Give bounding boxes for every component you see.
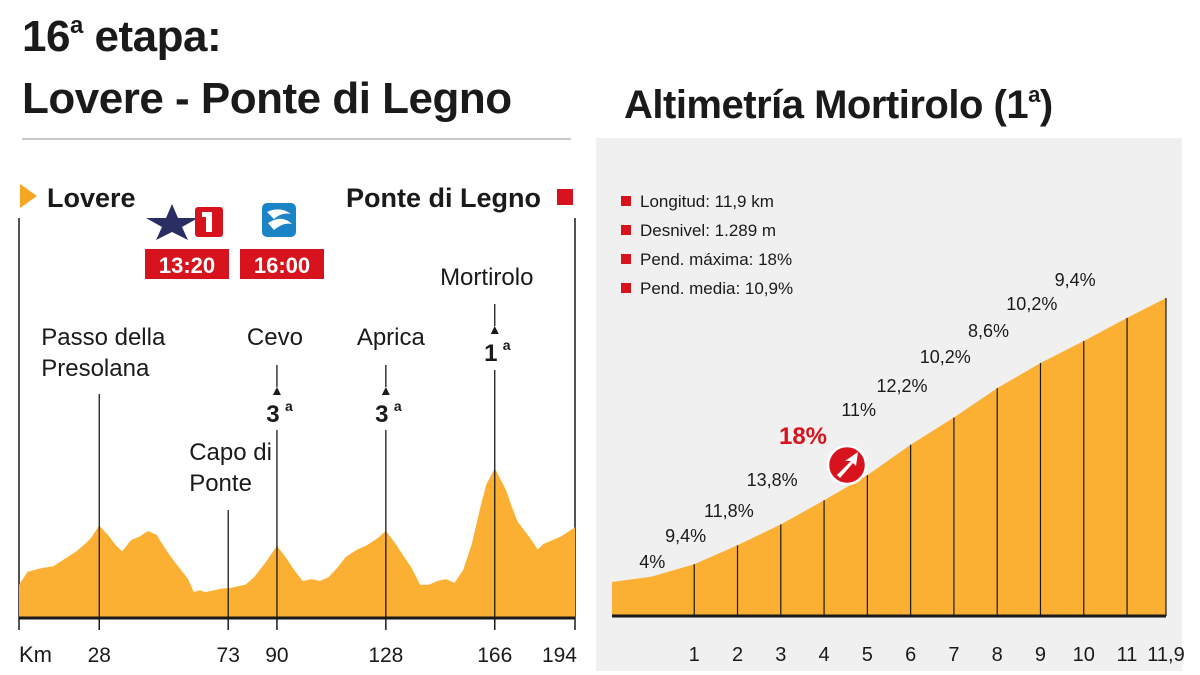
pass-name-label: Aprica (357, 324, 426, 351)
gradient-label: 4% (639, 552, 665, 572)
x-tick-label: 11 (1117, 644, 1138, 666)
stat-label: Desnivel: 1.289 m (640, 221, 776, 240)
stage-route-title: Lovere - Ponte di Legno (22, 74, 512, 123)
x-tick-label: 5 (862, 644, 873, 666)
start-marker-icon (20, 184, 37, 208)
category-sup-label: a (285, 398, 293, 414)
category-label: 3 (375, 401, 388, 428)
teledeporte-time: 16:00 (254, 253, 310, 278)
pass-name-label: Capo di (189, 439, 272, 466)
x-tick-label: 128 (368, 644, 403, 667)
x-tick-label: 2 (732, 644, 743, 666)
x-tick-label: 194 (542, 644, 577, 667)
category-sup-label: a (394, 398, 402, 414)
stat-label: Longitud: 11,9 km (640, 192, 774, 211)
gradient-label: 13,8% (747, 470, 798, 490)
gradient-label: 11% (841, 400, 876, 420)
x-tick-label: 73 (217, 644, 240, 667)
category-label: 3 (266, 401, 279, 428)
stat-label: Pend. máxima: 18% (640, 250, 792, 269)
gradient-label: 9,4% (665, 526, 706, 546)
pass-name-label: Passo della (41, 324, 166, 351)
category-label: 1 (484, 340, 497, 367)
x-tick-label: 7 (948, 644, 959, 666)
x-tick-label: 3 (775, 644, 786, 666)
gradient-label: 10,2% (920, 347, 971, 367)
x-tick-label: 1 (689, 644, 700, 666)
title-divider (22, 138, 571, 140)
category-sup-label: a (503, 337, 511, 353)
stat-label: Pend. media: 10,9% (640, 279, 793, 298)
stage-x-axis-unit: Km (19, 642, 52, 667)
pass-name-label: Presolana (41, 355, 150, 382)
stat-bullet-icon (621, 225, 631, 235)
x-tick-label: 4 (819, 644, 830, 666)
teledeporte-logo-icon (262, 203, 296, 237)
x-tick-label: 90 (265, 644, 288, 667)
x-tick-label: 10 (1073, 644, 1095, 666)
x-tick-label: 166 (477, 644, 512, 667)
gradient-label: 9,4% (1055, 270, 1096, 290)
max-gradient-label: 18% (779, 423, 827, 450)
tve-la1-logo-icon (146, 204, 223, 240)
climb-title: Altimetría Mortirolo (1a) (624, 82, 1053, 127)
la1-time: 13:20 (159, 253, 215, 278)
climb-profile-area (612, 298, 1166, 616)
finish-label: Ponte di Legno (346, 183, 541, 213)
teledeporte-time-badge (240, 249, 324, 279)
pass-name-label: Mortirolo (440, 264, 533, 291)
stat-bullet-icon (621, 254, 631, 264)
gradient-label: 10,2% (1006, 294, 1057, 314)
max-gradient-arrow-icon (826, 444, 868, 486)
x-tick-label: 28 (88, 644, 111, 667)
gradient-label: 12,2% (876, 376, 927, 396)
pass-name-label: Cevo (247, 324, 303, 351)
stage-profile-chart: Lovere Ponte di Legno 13:20 16:00 Passo … (18, 183, 577, 667)
summit-triangle-icon (381, 387, 390, 395)
stat-bullet-icon (621, 196, 631, 206)
la1-time-badge (145, 249, 229, 279)
finish-marker-icon (557, 189, 573, 205)
summit-triangle-icon (272, 387, 281, 395)
gradient-label: 8,6% (968, 321, 1009, 341)
x-tick-label: 8 (992, 644, 1003, 666)
stat-bullet-icon (621, 283, 631, 293)
start-label: Lovere (47, 183, 136, 213)
x-tick-label: 9 (1035, 644, 1046, 666)
stage-profile-area (19, 468, 575, 618)
climb-profile-chart: Longitud: 11,9 km Desnivel: 1.289 m Pend. … (596, 138, 1185, 671)
x-tick-label: 6 (905, 644, 916, 666)
summit-triangle-icon (490, 326, 499, 334)
gradient-label: 11,8% (704, 501, 754, 521)
stage-title: 16a etapa: (22, 12, 222, 61)
pass-name-label: Ponte (189, 470, 252, 497)
x-tick-label: 11,9 (1147, 644, 1184, 666)
